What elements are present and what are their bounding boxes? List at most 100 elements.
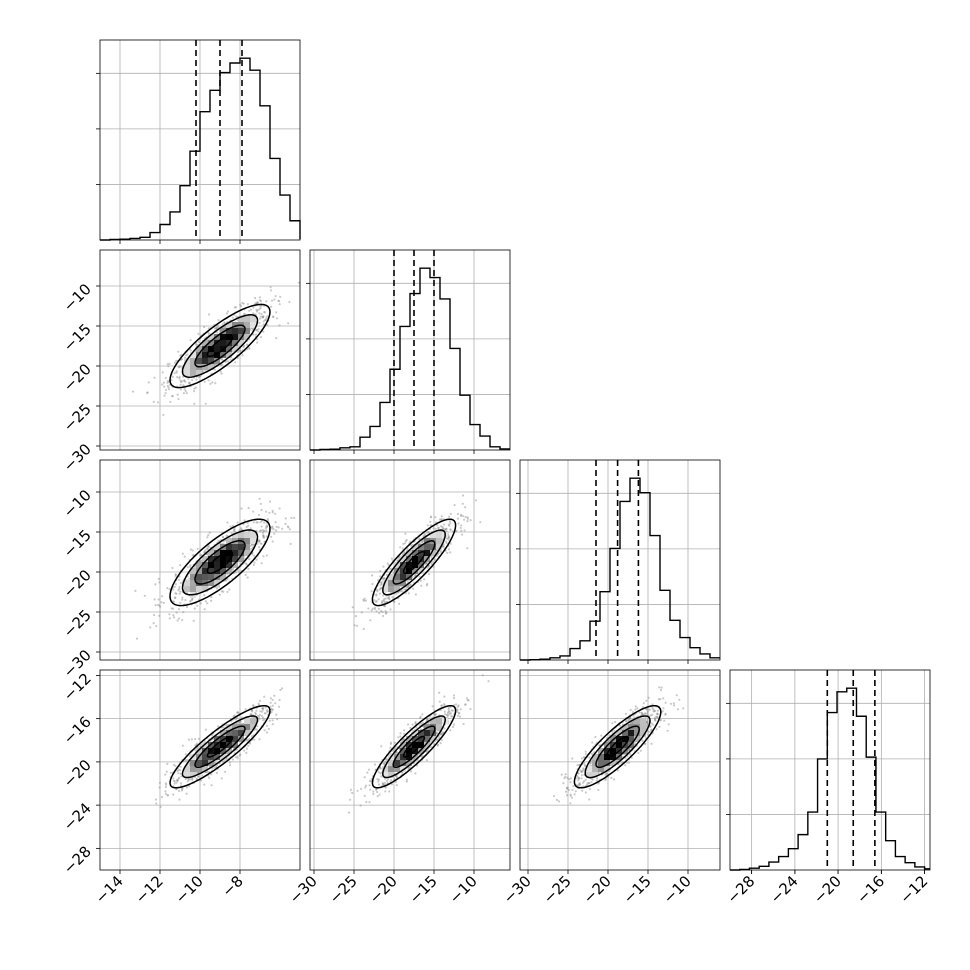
sample-point: [252, 704, 255, 707]
density-cell: [424, 544, 430, 550]
sample-point: [263, 695, 266, 698]
sample-point: [207, 379, 210, 382]
density-cell: [418, 550, 424, 556]
sample-point: [421, 540, 424, 543]
sample-point: [203, 550, 206, 553]
histogram-line: [100, 57, 301, 241]
sample-point: [245, 563, 248, 566]
sample-point: [265, 525, 268, 528]
sample-point: [460, 524, 463, 527]
sample-point: [197, 375, 200, 379]
density-cell: [412, 562, 418, 568]
sample-point: [184, 753, 187, 756]
sample-point: [258, 299, 262, 302]
sample-point: [403, 588, 406, 591]
sample-point: [275, 337, 278, 340]
sample-point: [217, 539, 220, 543]
sample-point: [174, 573, 178, 576]
sample-point: [412, 587, 415, 590]
sample-point: [163, 394, 166, 397]
density-cell: [202, 586, 208, 592]
sample-point: [461, 494, 465, 497]
sample-point: [208, 531, 211, 534]
sample-point: [220, 590, 223, 593]
sample-point: [466, 517, 470, 520]
sample-point: [407, 592, 410, 595]
sample-point: [269, 701, 272, 704]
sample-point: [195, 742, 198, 745]
sample-point: [192, 619, 195, 622]
density-cell: [412, 568, 418, 574]
histogram-line: [520, 477, 720, 661]
sample-point: [383, 599, 386, 603]
sample-point: [466, 547, 469, 550]
sample-point: [271, 708, 274, 711]
sample-point: [167, 386, 170, 389]
sample-point: [164, 785, 168, 789]
sample-point: [271, 299, 274, 302]
density-cell: [400, 562, 406, 568]
sample-point: [259, 336, 263, 339]
sample-point: [423, 534, 427, 537]
sample-point: [429, 524, 432, 527]
sample-point: [210, 599, 213, 603]
sample-point: [161, 595, 164, 598]
sample-point: [405, 780, 408, 783]
sample-point: [223, 321, 226, 324]
sample-point: [222, 590, 225, 593]
sample-point: [359, 787, 363, 790]
sample-point: [447, 535, 450, 538]
sample-point: [382, 577, 385, 580]
sample-point: [261, 710, 264, 713]
sample-point: [278, 705, 281, 708]
sample-point: [419, 579, 422, 582]
density-cell: [196, 346, 202, 352]
sample-point: [238, 754, 241, 757]
sample-point: [171, 395, 174, 398]
sample-point: [379, 584, 382, 587]
sample-point: [206, 553, 209, 556]
contour-line: [169, 518, 271, 607]
sample-point: [479, 521, 482, 524]
sample-point: [429, 520, 432, 524]
sample-point: [236, 711, 239, 714]
density-cell: [388, 574, 394, 580]
sample-point: [177, 366, 180, 369]
sample-point: [409, 726, 412, 730]
sample-point: [187, 381, 191, 384]
sample-point: [254, 302, 257, 305]
sample-point: [404, 532, 407, 535]
sample-point: [241, 301, 244, 305]
sample-point: [178, 375, 181, 378]
sample-point: [179, 380, 183, 384]
density-cell: [400, 580, 406, 586]
sample-point: [233, 528, 236, 531]
sample-point: [405, 538, 408, 542]
sample-point: [235, 315, 238, 318]
sample-point: [414, 574, 417, 577]
sample-point: [224, 326, 227, 329]
sample-point: [177, 350, 180, 353]
sample-point: [270, 305, 273, 308]
sample-point: [156, 401, 160, 404]
sample-point: [197, 775, 200, 778]
sample-point: [173, 596, 177, 600]
sample-point: [426, 531, 429, 534]
pair-panel-2-3: [519, 669, 721, 871]
sample-point: [181, 552, 184, 555]
sample-point: [158, 614, 161, 617]
sample-point: [380, 581, 383, 584]
sample-point: [263, 311, 266, 314]
sample-point: [261, 316, 264, 319]
sample-point: [256, 521, 259, 524]
sample-point: [414, 772, 417, 775]
sample-point: [197, 340, 200, 344]
sample-point: [231, 524, 234, 528]
sample-point: [166, 587, 169, 590]
sample-point: [181, 380, 184, 383]
sample-point: [437, 526, 440, 530]
sample-point: [245, 751, 248, 755]
sample-point: [449, 522, 452, 525]
density-cell: [214, 358, 220, 364]
density-cell: [226, 556, 232, 562]
